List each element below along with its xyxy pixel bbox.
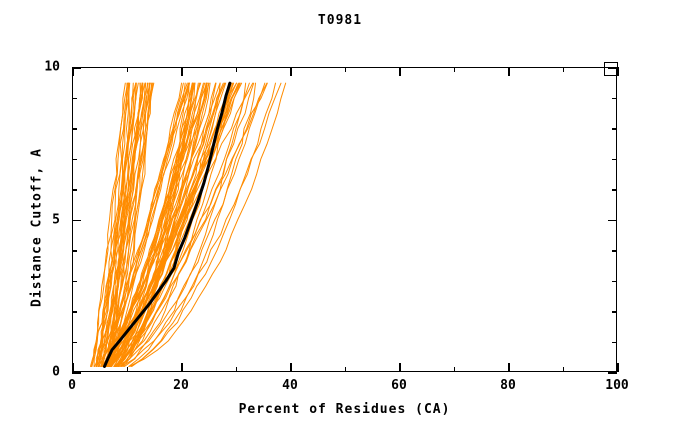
y-axis-tick	[72, 128, 77, 130]
y-axis-tick	[72, 158, 77, 161]
prediction-curve	[116, 82, 266, 367]
y-axis-tick-label: 0	[52, 364, 60, 380]
x-axis-tick	[181, 363, 183, 372]
x-axis-tick-label: 20	[173, 378, 189, 393]
x-axis-tick-label: 60	[391, 378, 407, 393]
x-axis-tick	[453, 367, 456, 372]
prediction-curve	[100, 82, 144, 367]
prediction-curve	[110, 82, 184, 367]
y-axis-tick-label: 5	[52, 212, 60, 227]
y-axis-tick-right	[612, 158, 617, 161]
chart-title: T0981	[317, 13, 363, 28]
y-axis-tick	[72, 189, 77, 191]
x-axis-tick	[617, 363, 619, 372]
x-axis-tick	[399, 363, 401, 372]
prediction-curve	[118, 82, 232, 367]
y-axis-tick	[72, 250, 77, 252]
x-axis-tick-top	[181, 67, 183, 76]
reference-curve	[102, 81, 232, 368]
prediction-curve	[121, 82, 282, 367]
prediction-curve	[113, 82, 268, 367]
prediction-curve	[98, 82, 190, 367]
prediction-curve	[116, 82, 250, 367]
y-axis-title: Distance Cutoff, A	[29, 148, 45, 307]
x-axis-tick-top	[617, 67, 619, 76]
prediction-curve	[97, 82, 186, 367]
x-axis-title: Percent of Residues (CA)	[238, 402, 451, 417]
prediction-curve	[120, 82, 196, 367]
x-axis-tick-label: 80	[500, 378, 516, 393]
prediction-curve	[93, 82, 137, 367]
plot-canvas	[89, 81, 287, 368]
plot-area	[72, 67, 617, 372]
prediction-curve	[131, 82, 277, 367]
prediction-curve	[128, 82, 287, 367]
prediction-curve	[105, 82, 183, 367]
prediction-curve	[100, 82, 226, 367]
x-axis-tick	[508, 363, 510, 372]
y-axis-tick	[72, 97, 77, 100]
prediction-curve	[90, 82, 129, 367]
y-axis-tick-right	[612, 280, 617, 283]
y-axis-tick	[72, 67, 81, 69]
y-axis-tick	[72, 311, 77, 313]
prediction-curve	[124, 82, 234, 367]
x-axis-tick-top	[399, 67, 401, 76]
prediction-curve	[128, 82, 247, 367]
y-axis-tick	[72, 219, 81, 222]
prediction-curve	[130, 82, 257, 367]
y-axis-tick-label: 10	[44, 59, 60, 75]
prediction-curve	[105, 82, 130, 367]
x-axis-tick	[126, 367, 129, 372]
y-axis-tick-right	[608, 372, 617, 374]
x-axis-tick-top	[344, 67, 347, 72]
x-axis-tick-top	[235, 67, 238, 72]
y-axis-tick-right	[612, 189, 617, 191]
prediction-curve	[101, 82, 190, 367]
x-axis-tick-label: 100	[605, 378, 629, 393]
y-axis-tick-right	[608, 67, 617, 69]
y-axis-tick-right	[612, 341, 617, 344]
prediction-curve	[117, 82, 230, 367]
y-axis-tick-right	[608, 219, 617, 222]
x-axis-tick-top	[508, 67, 510, 76]
x-axis-tick-top	[453, 67, 456, 72]
y-axis-tick-right	[612, 311, 617, 313]
y-axis-tick-right	[612, 128, 617, 130]
x-axis-tick-top	[290, 67, 292, 76]
x-axis-tick-top	[72, 67, 74, 76]
x-axis-tick	[562, 367, 565, 372]
x-axis-tick-label: 0	[68, 378, 76, 393]
x-axis-tick	[72, 363, 74, 372]
x-axis-tick	[290, 363, 292, 372]
y-axis-tick	[72, 280, 77, 283]
x-axis-tick-label: 40	[282, 378, 298, 393]
x-axis-tick	[344, 367, 347, 372]
x-axis-tick-top	[126, 67, 129, 72]
frame-corner-notch	[604, 62, 618, 76]
y-axis-tick	[72, 372, 81, 374]
prediction-curve	[110, 82, 254, 367]
prediction-curves-group	[89, 82, 287, 367]
reference-curve-group	[102, 81, 232, 368]
x-axis-tick-top	[562, 67, 565, 72]
y-axis-tick-right	[612, 97, 617, 100]
y-axis-tick	[72, 341, 77, 344]
y-axis-tick-right	[612, 250, 617, 252]
prediction-curve	[104, 82, 190, 367]
x-axis-tick	[235, 367, 238, 372]
